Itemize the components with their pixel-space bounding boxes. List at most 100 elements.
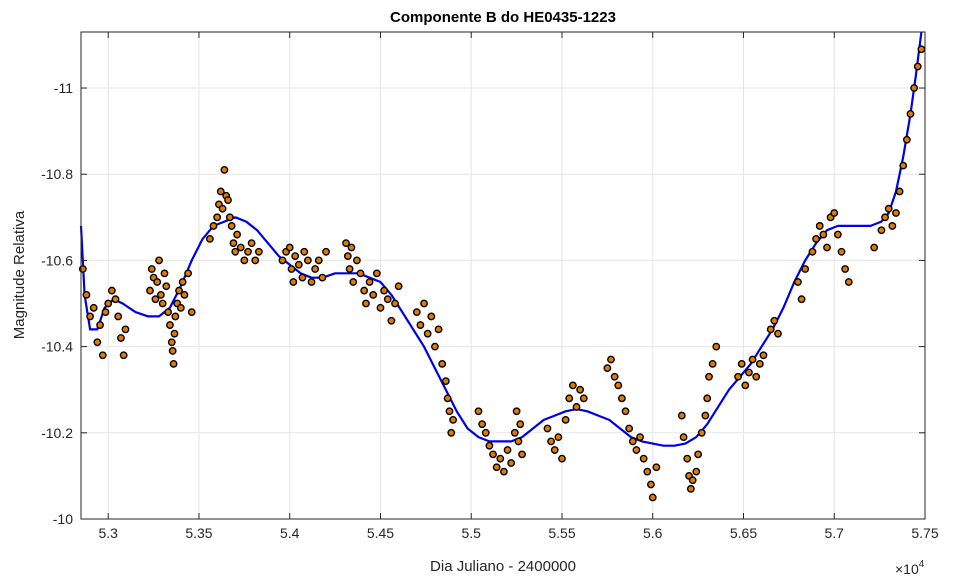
- fit-line: [79, 31, 923, 447]
- data-point: [151, 295, 160, 304]
- data-point: [307, 278, 316, 286]
- data-point: [614, 381, 623, 390]
- data-point: [550, 446, 559, 454]
- data-point: [500, 467, 508, 476]
- data-point: [169, 359, 178, 368]
- data-point: [209, 222, 218, 230]
- data-point: [294, 260, 303, 269]
- data-point: [427, 312, 436, 321]
- data-point: [180, 290, 189, 299]
- data-point: [160, 269, 169, 278]
- data-point: [352, 256, 361, 265]
- fit-line-group: [79, 31, 923, 447]
- data-point: [568, 381, 577, 390]
- data-point: [278, 256, 287, 265]
- data-point: [621, 407, 630, 416]
- data-point: [162, 282, 171, 291]
- data-point: [158, 299, 167, 308]
- data-point: [303, 256, 312, 265]
- data-point: [489, 450, 497, 459]
- data-point: [643, 467, 652, 476]
- data-point: [86, 312, 94, 321]
- x-tick-label: 5.5: [462, 525, 482, 541]
- data-point: [291, 252, 300, 261]
- data-point: [236, 243, 245, 252]
- data-point: [737, 359, 746, 368]
- y-axis: -10 -10.2 -10.4 -10.6 -10.8 -11: [41, 80, 925, 527]
- data-point: [146, 286, 154, 295]
- x-tick-label: 5.4: [280, 525, 300, 541]
- data-point: [481, 428, 490, 437]
- data-point: [254, 247, 263, 256]
- data-point: [703, 394, 712, 403]
- data-point: [244, 247, 252, 256]
- data-point: [233, 230, 241, 239]
- x-tick-label: 5.6: [643, 525, 663, 541]
- data-point: [632, 446, 641, 454]
- data-point: [394, 282, 403, 291]
- data-point: [391, 299, 399, 308]
- data-point: [93, 338, 102, 347]
- data-point: [755, 359, 764, 368]
- data-point: [347, 243, 356, 252]
- data-point: [610, 372, 619, 381]
- data-point: [287, 265, 296, 273]
- data-point: [117, 334, 125, 342]
- data-point: [216, 187, 225, 196]
- y-tick-label: -10.6: [41, 252, 73, 268]
- data-point: [443, 394, 452, 403]
- data-point: [648, 493, 657, 502]
- data-point: [741, 381, 750, 390]
- data-point: [492, 463, 501, 472]
- data-point: [184, 269, 192, 278]
- data-point: [205, 234, 214, 243]
- data-point: [380, 286, 389, 295]
- data-point: [155, 256, 163, 265]
- data-point: [314, 256, 323, 265]
- data-point: [176, 303, 185, 312]
- data-point: [543, 424, 552, 433]
- data-point: [218, 204, 227, 213]
- data-point: [227, 222, 236, 230]
- data-point: [514, 437, 523, 446]
- data-point: [229, 239, 238, 248]
- plot-area: [81, 32, 925, 519]
- data-point: [412, 308, 421, 317]
- data-point: [82, 290, 91, 299]
- data-point: [311, 265, 320, 273]
- data-point: [416, 321, 425, 329]
- data-point: [683, 454, 692, 463]
- data-point: [899, 161, 908, 170]
- data-point: [225, 213, 234, 222]
- data-point: [251, 256, 260, 265]
- y-tick-label: -10.8: [41, 166, 73, 182]
- x-axis-multiplier: ×104: [895, 559, 925, 577]
- data-point: [187, 308, 196, 317]
- data-point: [496, 454, 505, 463]
- data-point: [518, 450, 526, 459]
- data-point: [558, 454, 566, 463]
- data-point: [910, 84, 919, 92]
- data-point: [423, 329, 432, 338]
- data-point: [686, 484, 695, 493]
- data-points: [78, 45, 926, 502]
- x-tick-label: 5.45: [367, 525, 394, 541]
- data-point: [752, 372, 761, 381]
- data-point: [300, 247, 309, 256]
- data-point: [349, 278, 358, 286]
- data-point: [166, 321, 174, 329]
- x-tick-label: 5.75: [911, 525, 938, 541]
- data-point: [844, 278, 853, 286]
- data-point: [812, 234, 820, 243]
- data-point: [892, 209, 900, 217]
- data-point: [175, 286, 183, 295]
- data-point: [823, 243, 831, 252]
- data-point: [164, 308, 173, 317]
- data-point: [445, 407, 454, 416]
- data-point: [362, 299, 370, 308]
- data-point: [89, 303, 98, 312]
- data-point: [104, 299, 113, 308]
- data-point: [579, 394, 588, 403]
- data-point: [383, 295, 392, 304]
- y-axis-label: Magnitude Relativa: [11, 210, 28, 339]
